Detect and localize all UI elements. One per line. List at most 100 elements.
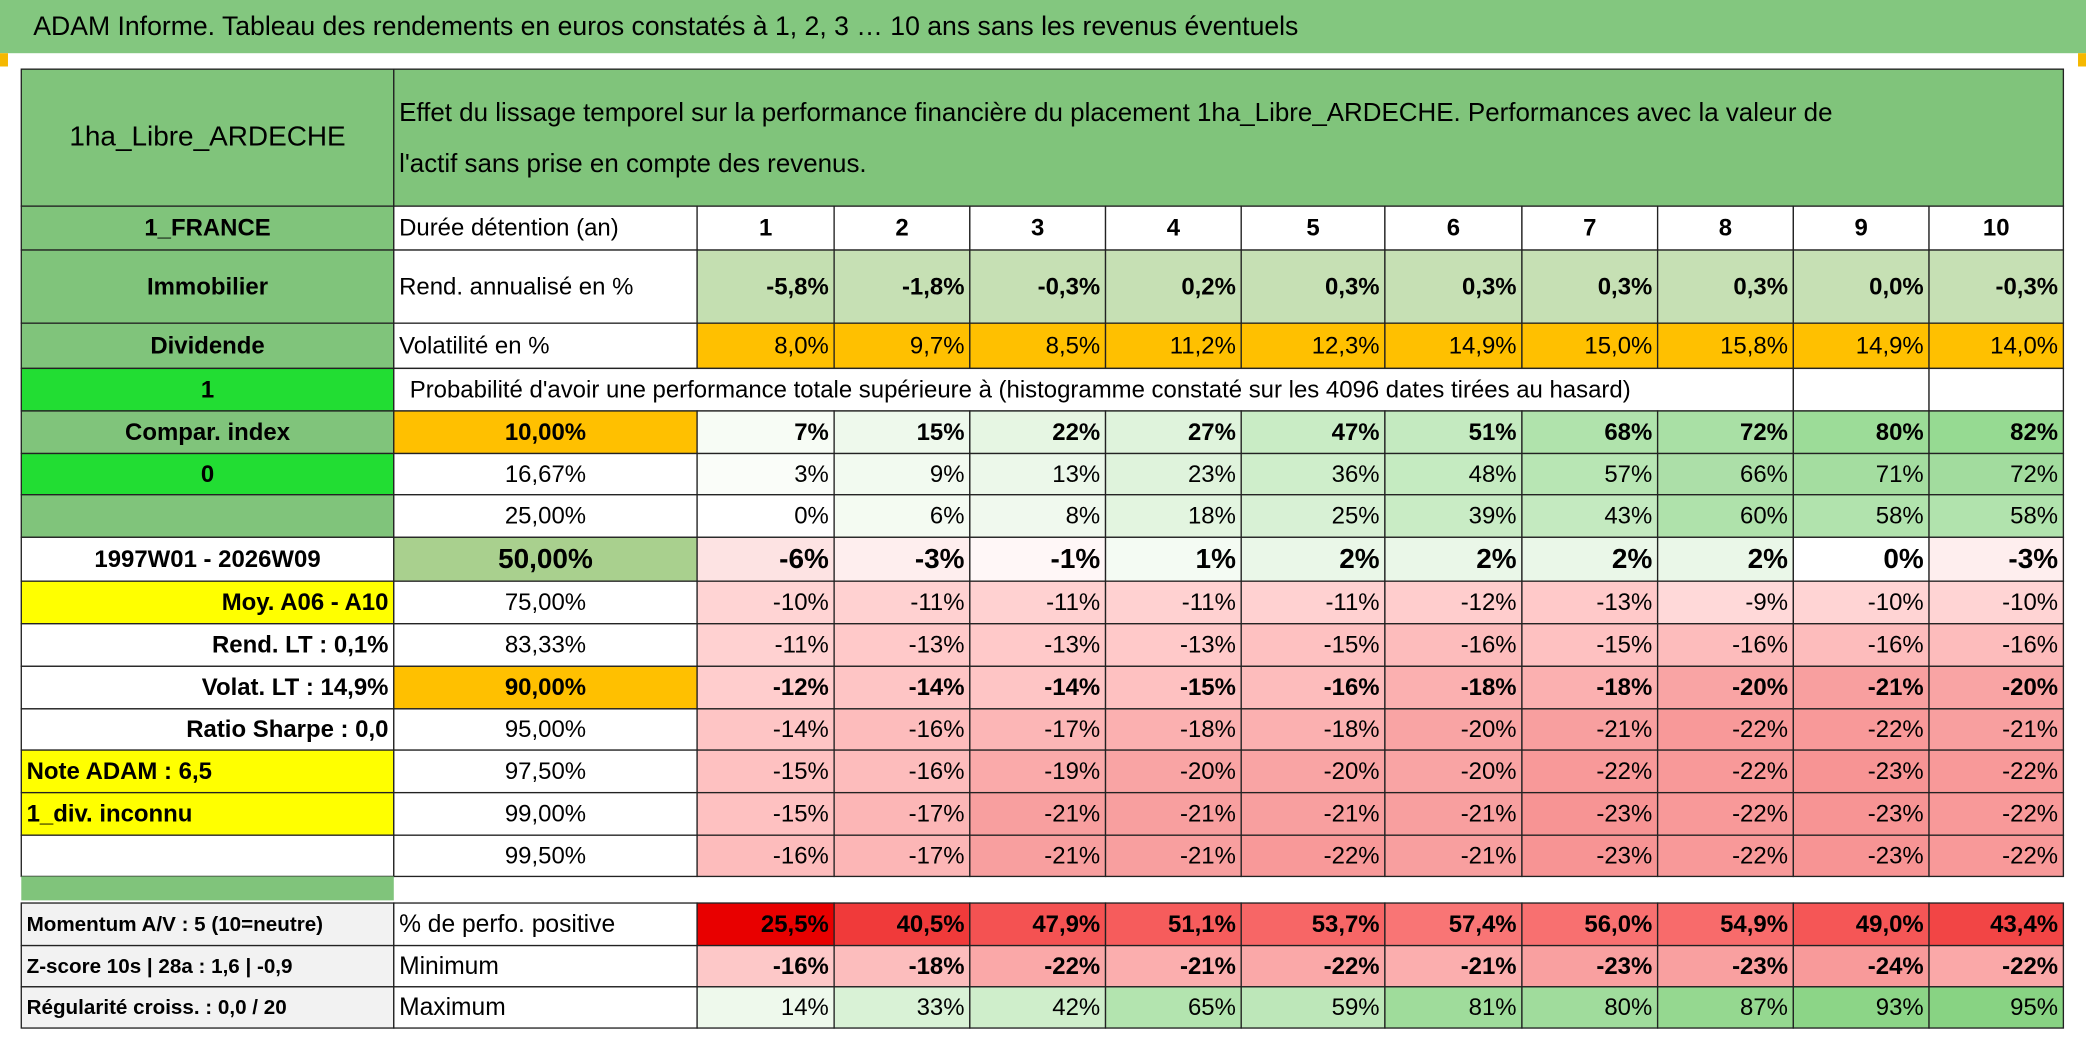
cell-text: -23%	[1868, 758, 1924, 785]
cell-text: 58%	[1876, 503, 1924, 530]
cell-text: -21%	[1180, 953, 1236, 980]
value-cell	[1521, 944, 1659, 988]
value-cell	[833, 452, 971, 496]
cell-text: -21%	[1180, 842, 1236, 869]
cell-text: Minimum	[399, 953, 499, 980]
cell-text: -23%	[1596, 953, 1652, 980]
param-cell	[393, 494, 698, 538]
cell-text: 0	[201, 461, 214, 488]
value-cell	[1104, 205, 1242, 251]
cell-text: -22%	[1868, 716, 1924, 743]
cell-text: 56,0%	[1584, 911, 1652, 938]
value-cell	[1384, 580, 1523, 625]
value-cell	[1104, 986, 1242, 1029]
value-cell	[696, 791, 835, 836]
cell-text: -15%	[1596, 632, 1652, 659]
cell-text: -20%	[1461, 716, 1517, 743]
cell-text: -22%	[2002, 801, 2058, 828]
cell-text: -21%	[1461, 801, 1517, 828]
cell-text: 2%	[1339, 543, 1380, 574]
value-cell	[1928, 986, 2065, 1029]
empty-cell	[1928, 367, 2065, 412]
value-cell	[1656, 580, 1794, 625]
value-cell	[1656, 452, 1794, 496]
value-cell	[969, 665, 1107, 710]
cell-text: 1%	[1196, 543, 1237, 574]
cell-text: 49,0%	[1856, 911, 1924, 938]
cell-text: 72%	[2010, 461, 2058, 488]
cell-text: 90,00%	[505, 674, 586, 701]
cell-text: 12,3%	[1312, 332, 1380, 359]
cell-text: 3	[1031, 215, 1044, 242]
cell-text: -22%	[1732, 758, 1788, 785]
param-cell	[393, 944, 698, 988]
cell-text: 2	[895, 215, 908, 242]
cell-text: -23%	[1596, 801, 1652, 828]
cell-text: -10%	[1868, 589, 1924, 616]
param-cell	[393, 902, 698, 947]
label-cell	[20, 452, 395, 496]
value-cell	[1792, 580, 1930, 625]
cell-text: -18%	[909, 953, 965, 980]
value-cell	[1928, 623, 2065, 667]
cell-text: -12%	[1461, 589, 1517, 616]
cell-text: 15,8%	[1720, 332, 1788, 359]
cell-text: 7%	[794, 419, 829, 446]
cell-text: 99,00%	[505, 801, 586, 828]
cell-text: Dividende	[150, 332, 264, 359]
value-cell	[1792, 410, 1930, 455]
value-cell	[1384, 708, 1523, 751]
value-cell	[1104, 410, 1242, 455]
value-cell	[1792, 708, 1930, 751]
cell-text: -19%	[1044, 758, 1100, 785]
cell-text: -20%	[2002, 674, 2058, 701]
cell-text: 2%	[1612, 543, 1653, 574]
cell-text: -20%	[1732, 674, 1788, 701]
label-cell	[20, 249, 395, 324]
value-cell	[1656, 205, 1794, 251]
cell-text: Maximum	[399, 994, 506, 1021]
cell-text: 66%	[1740, 461, 1788, 488]
label-cell	[20, 536, 395, 582]
value-cell	[1656, 791, 1794, 836]
cell-text: -17%	[909, 801, 965, 828]
cell-text: Z-score 10s | 28a : 1,6 | -0,9	[27, 955, 293, 978]
param-cell	[393, 665, 698, 710]
corner-marker	[0, 53, 8, 67]
cell-text: 8,5%	[1046, 332, 1101, 359]
cell-text: -20%	[1324, 758, 1380, 785]
value-cell	[1928, 536, 2065, 582]
value-cell	[1656, 410, 1794, 455]
value-cell	[969, 749, 1107, 794]
param-cell	[393, 322, 698, 370]
value-cell	[1240, 986, 1386, 1029]
value-cell	[1384, 944, 1523, 988]
cell-text: -23%	[1868, 801, 1924, 828]
cell-text: 93%	[1876, 994, 1924, 1021]
cell-text: -11%	[1325, 589, 1379, 616]
value-cell	[1384, 623, 1523, 667]
cell-text: -3%	[2008, 543, 2058, 574]
label-cell	[20, 410, 395, 455]
description-line: l'actif sans prise en compte des revenus…	[399, 150, 867, 178]
value-cell	[1928, 944, 2065, 988]
value-cell	[833, 708, 971, 751]
cell-text: -21%	[1868, 674, 1924, 701]
value-cell	[1104, 708, 1242, 751]
value-cell	[833, 749, 971, 794]
label-cell	[20, 494, 395, 538]
value-cell	[1928, 249, 2065, 324]
cell-text: 87%	[1740, 994, 1788, 1021]
cell-text: -9%	[1745, 589, 1788, 616]
cell-text: -17%	[1044, 716, 1100, 743]
value-cell	[1384, 410, 1523, 455]
separator-cell	[21, 876, 394, 901]
cell-text: 8,0%	[774, 332, 829, 359]
param-cell	[393, 536, 698, 582]
cell-text: -21%	[1461, 953, 1517, 980]
cell-text: 81%	[1469, 994, 1517, 1021]
cell-text: -22%	[2002, 953, 2058, 980]
cell-text: 11,2%	[1170, 332, 1236, 359]
asset-name: 1ha_Libre_ARDECHE	[69, 121, 345, 152]
